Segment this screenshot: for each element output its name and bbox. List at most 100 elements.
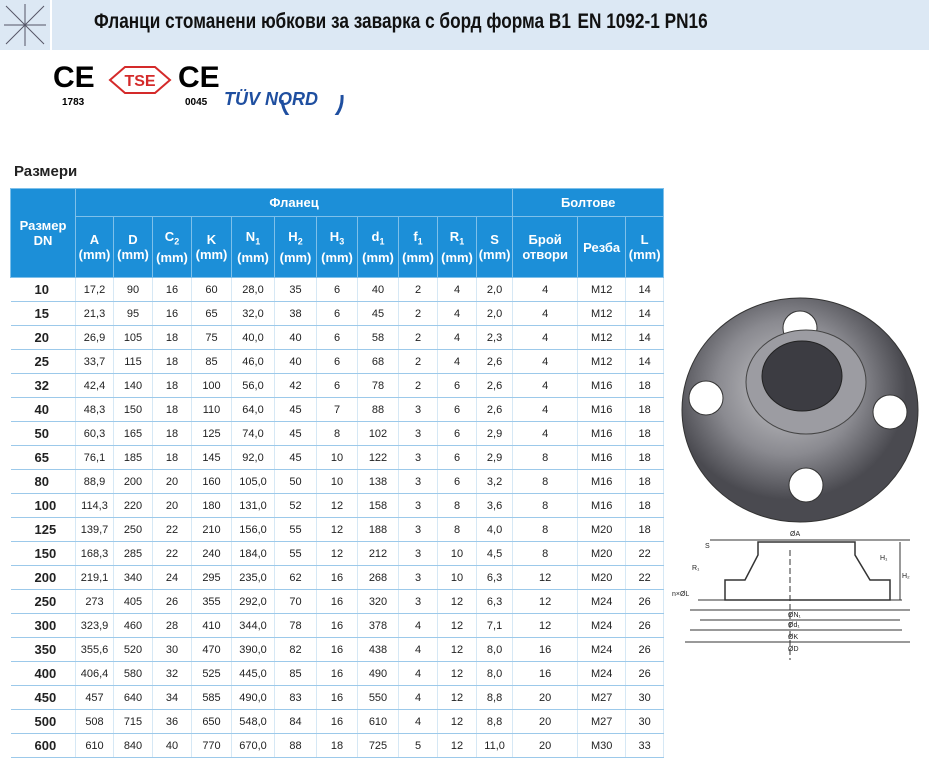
column-header: H3 (mm) <box>316 216 358 278</box>
table-cell: 4 <box>512 325 579 350</box>
column-header: Брой отвори <box>512 216 579 278</box>
table-cell: 840 <box>113 733 153 758</box>
table-cell: 2,9 <box>476 445 514 470</box>
table-cell: 105,0 <box>231 469 275 494</box>
table-cell: 390,0 <box>231 637 275 662</box>
table-cell: 344,0 <box>231 613 275 638</box>
table-cell: M24 <box>577 589 627 614</box>
table-cell: M12 <box>577 325 627 350</box>
table-cell: 4 <box>512 373 579 398</box>
table-cell: 405 <box>113 589 153 614</box>
table-cell: 8 <box>437 493 477 518</box>
table-cell: 16 <box>316 661 358 686</box>
table-row: 150 168,3 285 22 240 184,0 55 12 212 3 10 4,5 8 M20 22 <box>10 541 665 566</box>
table-cell: 8 <box>512 445 579 470</box>
table-cell: 2,0 <box>476 277 514 302</box>
table-cell: 26 <box>625 661 665 686</box>
table-cell: 406,4 <box>75 661 114 686</box>
table-cell: 6 <box>437 373 477 398</box>
ce-number: 0045 <box>185 97 208 108</box>
table-cell: 83 <box>274 685 317 710</box>
table-cell: 12 <box>316 541 358 566</box>
table-cell: 8,8 <box>476 709 514 734</box>
column-subscript: 1 <box>379 236 385 247</box>
table-row: 80 88,9 200 20 160 105,0 50 10 138 3 6 3,2 8 M16 18 <box>10 469 665 494</box>
table-cell: M20 <box>577 565 627 590</box>
table-cell: 40,0 <box>231 325 275 350</box>
table-cell: 525 <box>191 661 232 686</box>
table-cell: 20 <box>152 469 192 494</box>
table-cell: 18 <box>316 733 358 758</box>
dn-cell: 350 <box>10 637 76 662</box>
table-cell: 355 <box>191 589 232 614</box>
dn-cell: 10 <box>10 277 76 302</box>
table-cell: 64,0 <box>231 397 275 422</box>
column-header: f1 (mm) <box>398 216 438 278</box>
table-cell: 20 <box>512 733 579 758</box>
column-subscript: 2 <box>174 236 180 247</box>
table-cell: 610 <box>357 709 399 734</box>
table-cell: M24 <box>577 613 627 638</box>
section-title: Размери <box>14 163 78 180</box>
dn-cell: 150 <box>10 541 76 566</box>
table-cell: 36 <box>152 709 192 734</box>
table-cell: 5 <box>398 733 438 758</box>
table-row: 100 114,3 220 20 180 131,0 52 12 158 3 8 3,6 8 M16 18 <box>10 493 665 518</box>
diagram-label: Ød₁ <box>788 622 800 629</box>
table-cell: 6 <box>437 469 477 494</box>
table-cell: 32,0 <box>231 301 275 326</box>
table-row: 600 610 840 40 770 670,0 88 18 725 5 12 11,0 20 M30 33 <box>10 733 665 758</box>
table-cell: 78 <box>274 613 317 638</box>
table-row: 400 406,4 580 32 525 445,0 85 16 490 4 12 8,0 16 M24 2… <box>10 661 665 686</box>
diagram-label: ØK <box>788 634 798 641</box>
table-cell: 26,9 <box>75 325 114 350</box>
diagram-label: H₁ <box>880 555 888 562</box>
table-cell: 7,1 <box>476 613 514 638</box>
column-unit: (mm) <box>478 247 511 262</box>
column-subscript: 3 <box>339 236 345 247</box>
diagram-label: H₂ <box>902 573 910 580</box>
table-cell: 16 <box>316 685 358 710</box>
table-cell: 58 <box>357 325 399 350</box>
dn-cell: 15 <box>10 301 76 326</box>
table-cell: M16 <box>577 421 627 446</box>
table-cell: 16 <box>152 301 192 326</box>
column-name: S <box>490 232 499 247</box>
diagram-label: ØN₁ <box>788 612 802 619</box>
header-icon <box>0 0 50 50</box>
table-cell: 4 <box>398 709 438 734</box>
table-cell: 110 <box>191 397 232 422</box>
table-cell: 3 <box>398 421 438 446</box>
table-cell: 8 <box>512 469 579 494</box>
table-cell: M27 <box>577 685 627 710</box>
table-cell: 640 <box>113 685 153 710</box>
tuv-mark: TÜV NORD <box>224 89 318 109</box>
table-cell: 28 <box>152 613 192 638</box>
table-cell: 220 <box>113 493 153 518</box>
table-cell: 12 <box>437 661 477 686</box>
table-cell: 32 <box>152 661 192 686</box>
table-cell: 20 <box>152 493 192 518</box>
table-cell: M24 <box>577 661 627 686</box>
table-cell: M16 <box>577 373 627 398</box>
table-cell: 10 <box>316 469 358 494</box>
table-row: 450 457 640 34 585 490,0 83 16 550 4 12 8,8 20 M27 30 <box>10 685 665 710</box>
table-cell: M12 <box>577 277 627 302</box>
table-cell: 55 <box>274 517 317 542</box>
table-cell: 18 <box>625 445 665 470</box>
column-name: C <box>164 229 175 245</box>
table-cell: 33 <box>625 733 665 758</box>
table-cell: 2,9 <box>476 421 514 446</box>
table-cell: 4 <box>512 349 579 374</box>
table-cell: 62 <box>274 565 317 590</box>
table-cell: 17,2 <box>75 277 114 302</box>
table-cell: 340 <box>113 565 153 590</box>
table-cell: 6 <box>316 373 358 398</box>
table-cell: 8,8 <box>476 685 514 710</box>
table-cell: 20 <box>512 685 579 710</box>
column-unit: (mm) <box>78 247 111 262</box>
table-cell: 6 <box>316 277 358 302</box>
column-unit: (mm) <box>117 247 149 262</box>
table-cell: 28,0 <box>231 277 275 302</box>
table-cell: 14 <box>625 277 665 302</box>
